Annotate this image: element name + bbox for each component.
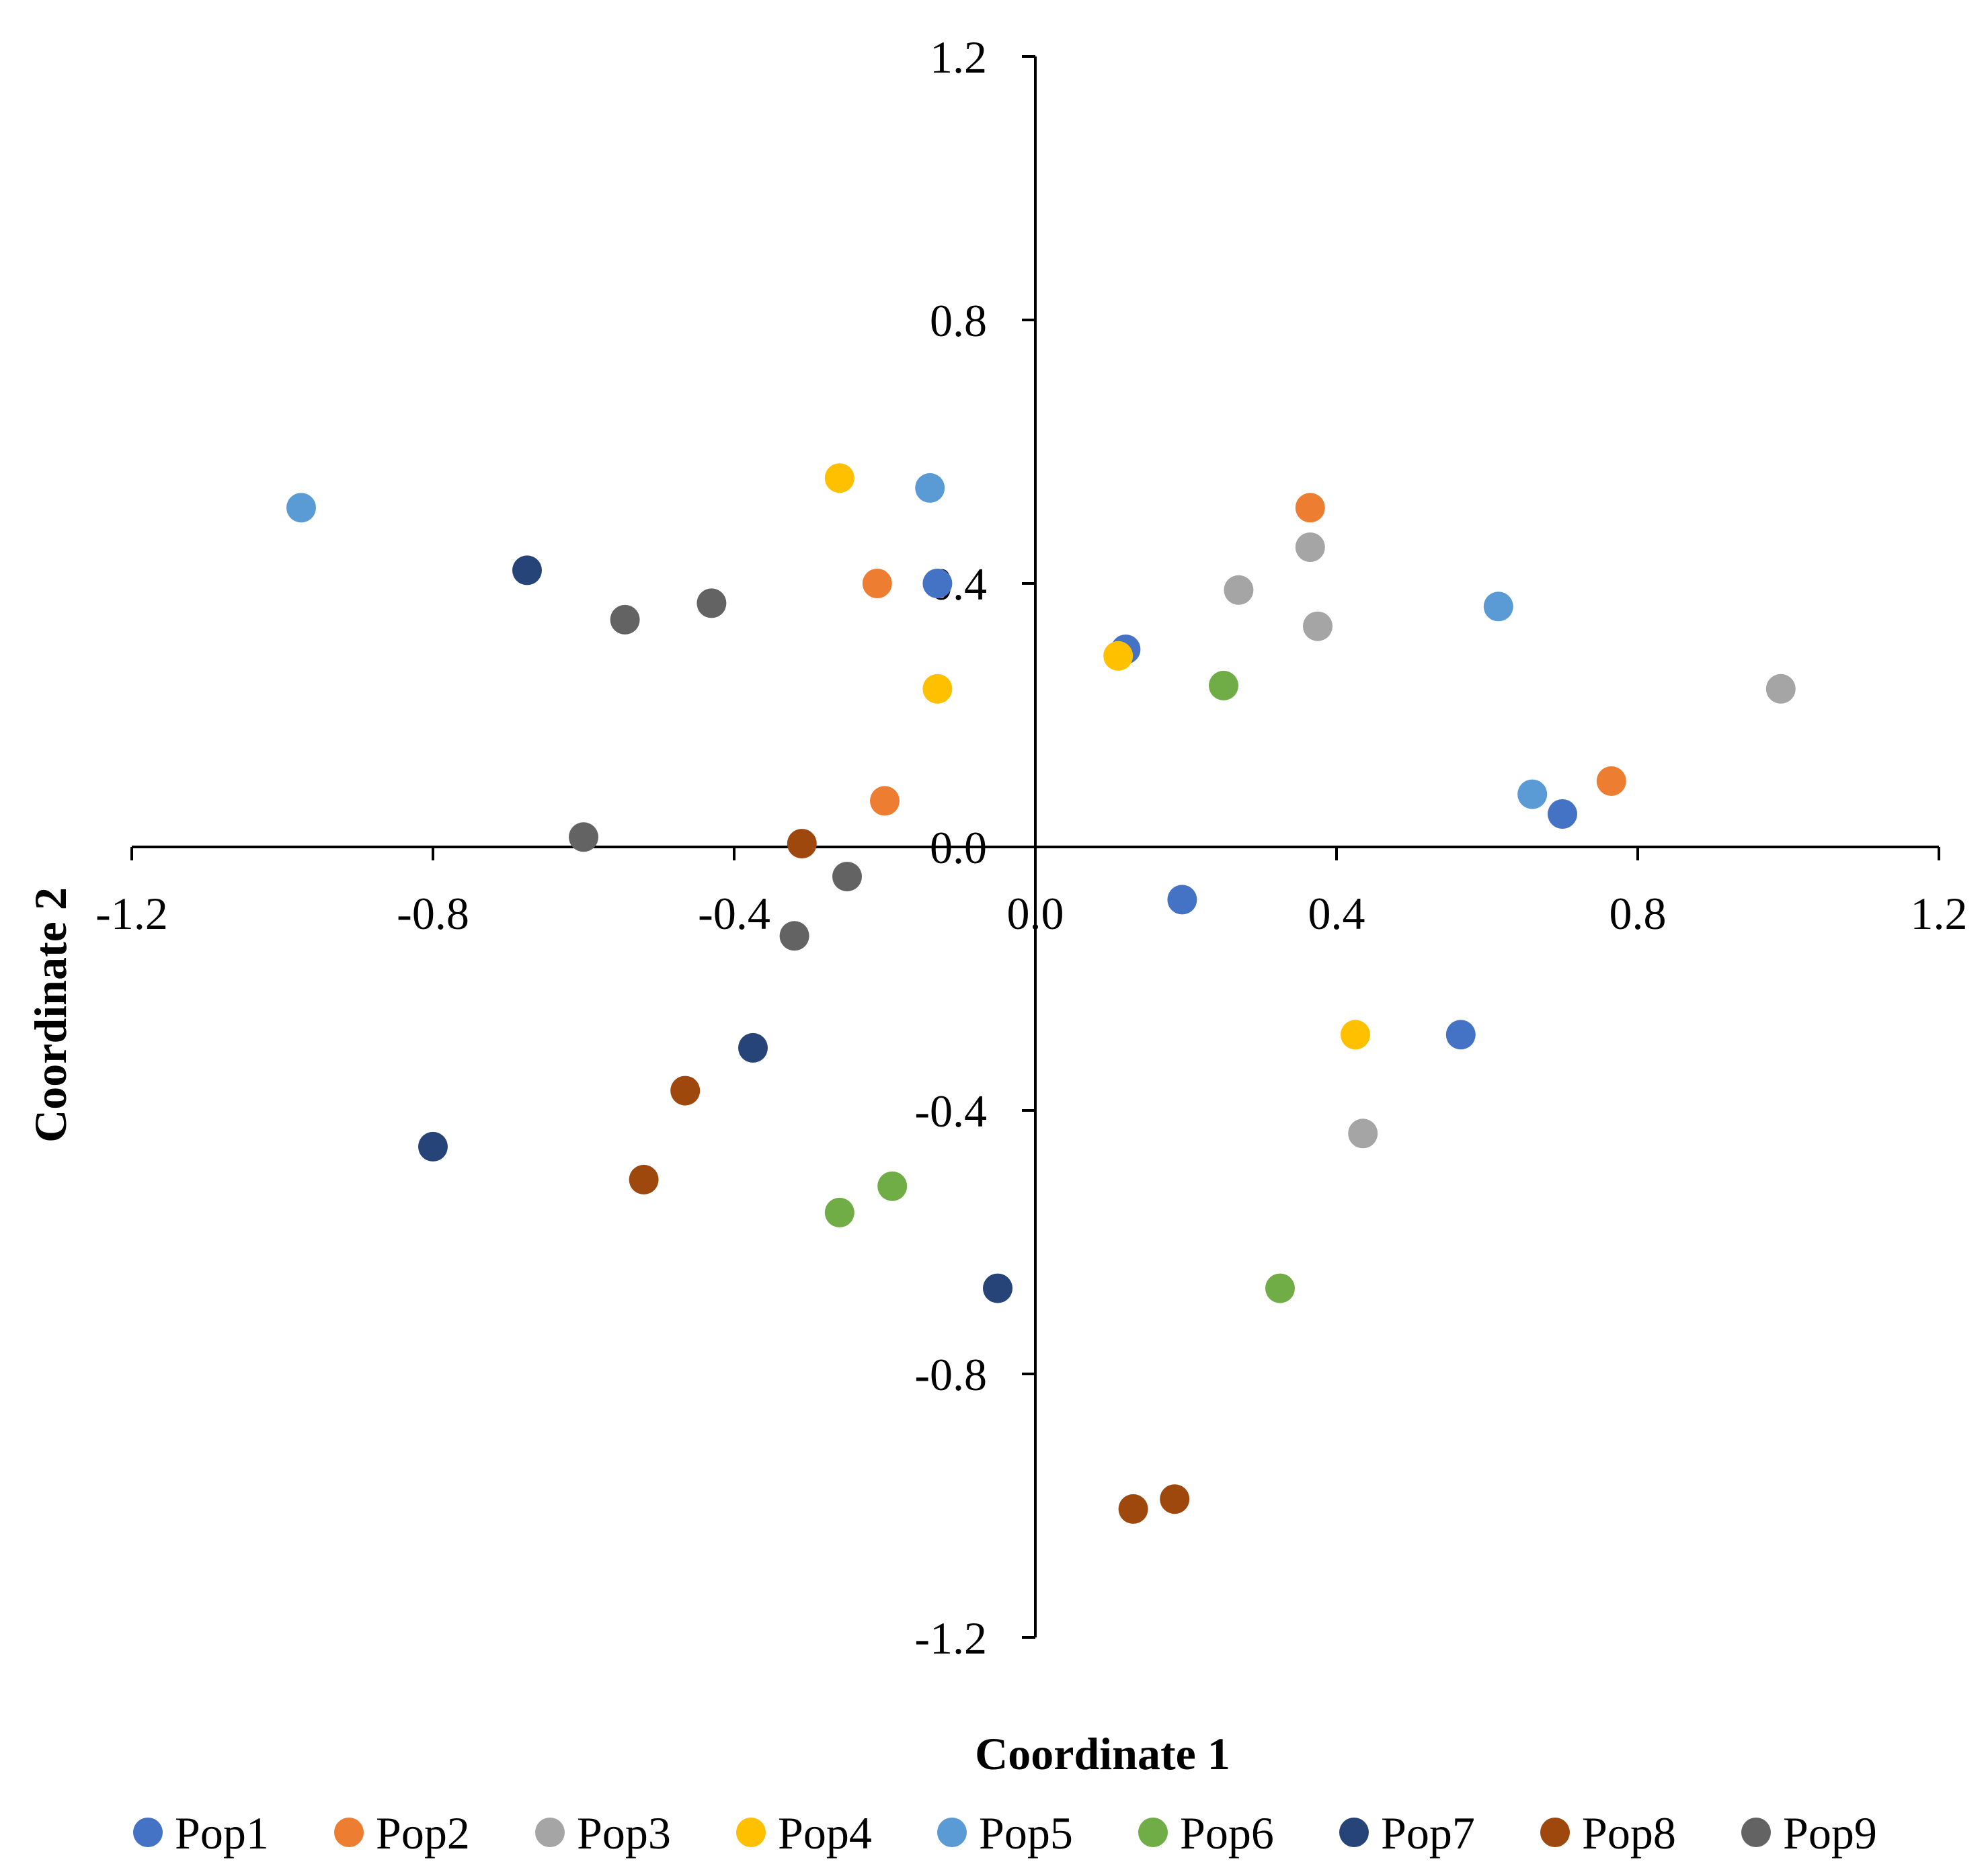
legend-marker: [334, 1818, 364, 1847]
series-pop4: [824, 463, 1370, 1050]
y-tick-label: 0.0: [930, 822, 987, 873]
x-tick-label: -1.2: [95, 888, 168, 939]
x-tick-label: -0.4: [698, 888, 770, 939]
point-pop5: [286, 493, 316, 523]
point-pop8: [1160, 1484, 1190, 1514]
legend-label: Pop3: [577, 1807, 671, 1859]
y-tick-label: 1.2: [930, 32, 987, 83]
legend-marker: [133, 1818, 163, 1847]
point-pop3: [1303, 611, 1333, 641]
legend-item-pop9: Pop9: [1741, 1807, 1877, 1859]
series-pop5: [286, 473, 1548, 809]
y-tick-label: -0.8: [914, 1349, 987, 1400]
point-pop3: [1295, 532, 1325, 563]
data-points: [286, 463, 1796, 1524]
point-pop8: [1118, 1494, 1148, 1524]
x-tick-label: -0.8: [397, 888, 469, 939]
point-pop8: [787, 829, 817, 859]
point-pop3: [1348, 1119, 1378, 1149]
point-pop2: [1596, 766, 1626, 796]
point-pop6: [1265, 1273, 1295, 1303]
series-pop3: [1224, 532, 1796, 1149]
series-pop7: [418, 555, 1012, 1303]
point-pop1: [1167, 885, 1197, 915]
point-pop7: [512, 555, 542, 585]
point-pop6: [877, 1171, 908, 1201]
point-pop5: [915, 473, 945, 503]
point-pop9: [779, 921, 809, 951]
legend-marker: [736, 1818, 766, 1847]
legend-label: Pop1: [175, 1807, 269, 1859]
point-pop4: [1103, 641, 1134, 671]
legend-item-pop4: Pop4: [736, 1807, 872, 1859]
series-pop9: [569, 588, 862, 951]
x-tick-label: 1.2: [1911, 888, 1968, 939]
x-tick-label: 0.8: [1609, 888, 1667, 939]
series-pop1: [922, 569, 1577, 1050]
legend-label: Pop5: [979, 1807, 1073, 1859]
point-pop8: [670, 1075, 701, 1106]
series-pop6: [824, 670, 1295, 1303]
legend-marker: [535, 1818, 565, 1847]
point-pop6: [1209, 670, 1238, 700]
x-tick-label: 0.4: [1308, 888, 1365, 939]
point-pop3: [1765, 674, 1796, 704]
legend-label: Pop8: [1582, 1807, 1676, 1859]
point-pop5: [1483, 592, 1513, 622]
y-axis-title: Coordinate 2: [25, 887, 76, 1143]
axes: -1.2 -0.8 -0.4 0.0 0.4 0.8 1.21.20.80.40.0-0.4…: [95, 32, 1967, 1664]
legend-item-pop2: Pop2: [334, 1807, 470, 1859]
legend-marker: [1138, 1818, 1168, 1847]
point-pop5: [1517, 779, 1548, 809]
point-pop1: [1548, 799, 1577, 829]
legend-marker: [1339, 1818, 1369, 1847]
point-pop6: [824, 1197, 854, 1227]
point-pop7: [418, 1131, 448, 1162]
point-pop9: [832, 862, 862, 892]
point-pop3: [1224, 575, 1254, 605]
point-pop7: [738, 1032, 768, 1063]
y-tick-label: 0.8: [930, 295, 987, 346]
legend-label: Pop7: [1381, 1807, 1475, 1859]
y-tick-label: -1.2: [914, 1613, 987, 1664]
legend-item-pop7: Pop7: [1339, 1807, 1475, 1859]
legend: Pop1 Pop2 Pop3 Pop4 Pop5 Pop6 Pop7 Pop8 Pop9: [133, 1807, 1877, 1859]
point-pop7: [983, 1273, 1012, 1303]
legend-marker: [1741, 1818, 1771, 1847]
legend-item-pop6: Pop6: [1138, 1807, 1274, 1859]
x-axis-title: Coordinate 1: [975, 1728, 1230, 1779]
legend-marker: [937, 1818, 967, 1847]
legend-label: Pop9: [1783, 1807, 1877, 1859]
point-pop1: [1445, 1020, 1476, 1050]
y-tick-label: -0.4: [914, 1086, 987, 1137]
legend-label: Pop6: [1180, 1807, 1274, 1859]
point-pop4: [1341, 1020, 1370, 1050]
legend-item-pop5: Pop5: [937, 1807, 1073, 1859]
point-pop9: [610, 604, 640, 635]
point-pop9: [569, 822, 598, 852]
point-pop8: [629, 1164, 659, 1194]
x-tick-label: 0.0: [1007, 888, 1064, 939]
point-pop2: [1295, 493, 1325, 523]
series-pop8: [629, 829, 1190, 1524]
point-pop9: [697, 588, 727, 618]
legend-item-pop3: Pop3: [535, 1807, 671, 1859]
legend-label: Pop2: [376, 1807, 470, 1859]
legend-marker: [1540, 1818, 1570, 1847]
point-pop1: [922, 569, 953, 598]
point-pop4: [824, 463, 854, 493]
point-pop2: [870, 786, 900, 816]
legend-item-pop8: Pop8: [1540, 1807, 1676, 1859]
legend-label: Pop4: [778, 1807, 872, 1859]
series-pop2: [862, 493, 1626, 816]
point-pop4: [922, 674, 953, 704]
point-pop2: [862, 569, 892, 598]
legend-item-pop1: Pop1: [133, 1807, 269, 1859]
